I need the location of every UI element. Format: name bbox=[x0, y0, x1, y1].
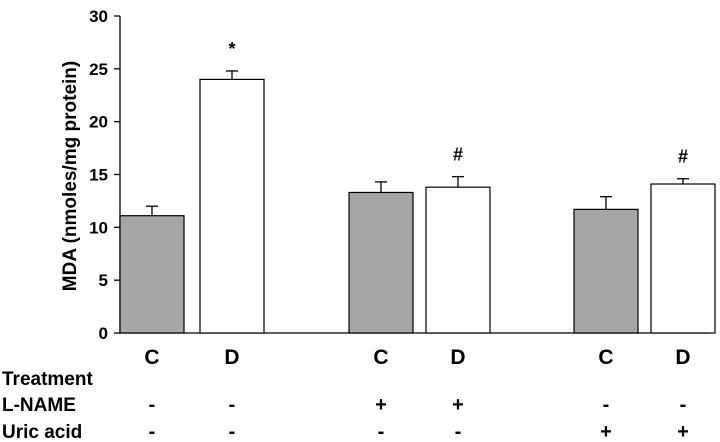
treatment-sign: - bbox=[603, 394, 610, 416]
significance-annotation: # bbox=[678, 147, 688, 167]
bar bbox=[573, 208, 639, 334]
bar bbox=[425, 186, 491, 334]
y-axis-label: MDA (nmoles/mg protein) bbox=[60, 61, 81, 291]
y-tick-label: 25 bbox=[89, 60, 108, 79]
x-category-label: C bbox=[373, 346, 388, 369]
treatment-row-label: Treatment bbox=[2, 369, 93, 390]
x-category-label: D bbox=[450, 346, 465, 369]
treatment-sign: + bbox=[600, 421, 612, 442]
bar bbox=[348, 191, 414, 334]
treatment-sign: - bbox=[229, 421, 236, 442]
treatment-sign: + bbox=[677, 421, 689, 442]
bar bbox=[119, 215, 185, 334]
y-tick-label: 30 bbox=[89, 7, 108, 26]
significance-annotation: # bbox=[453, 145, 463, 165]
treatment-sign: + bbox=[375, 394, 387, 416]
x-category-label: C bbox=[598, 346, 613, 369]
treatment-sign: - bbox=[149, 394, 156, 416]
y-tick-label: 10 bbox=[89, 218, 108, 237]
treatment-sign: - bbox=[378, 421, 385, 442]
treatment-sign: - bbox=[229, 394, 236, 416]
treatment-row-label: Uric acid bbox=[2, 422, 82, 442]
x-category-label: C bbox=[144, 346, 159, 369]
y-tick-label: 20 bbox=[89, 113, 108, 132]
x-category-label: D bbox=[675, 346, 690, 369]
y-tick-label: 0 bbox=[99, 324, 108, 343]
treatment-sign: - bbox=[680, 394, 687, 416]
treatment-sign: - bbox=[149, 421, 156, 442]
significance-annotation: * bbox=[228, 39, 235, 59]
chart-bars bbox=[119, 70, 716, 334]
x-category-label: D bbox=[224, 346, 239, 369]
chart-labels: C * D C # D C # D Treatment L-NAME - - + + - - Uric acid -… bbox=[2, 39, 691, 442]
bar bbox=[650, 183, 716, 334]
treatment-sign: + bbox=[452, 394, 464, 416]
y-tick-label: 15 bbox=[89, 166, 108, 185]
y-tick-label: 5 bbox=[99, 271, 108, 290]
treatment-row-label: L-NAME bbox=[2, 395, 76, 416]
treatment-sign: - bbox=[455, 421, 462, 442]
bar bbox=[199, 78, 265, 334]
